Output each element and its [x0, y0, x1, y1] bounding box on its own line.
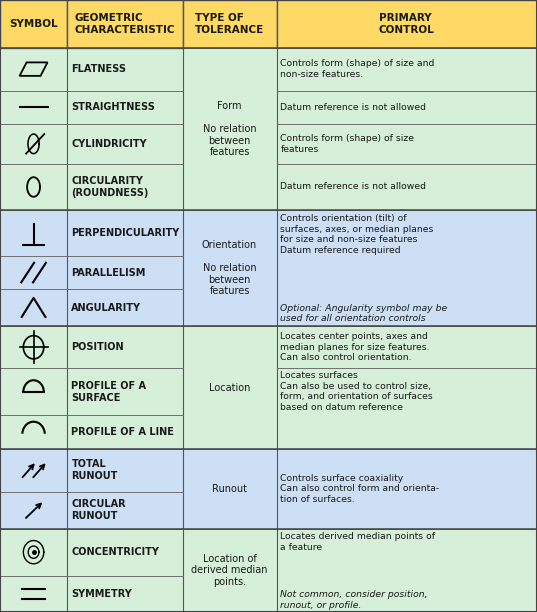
Bar [0, 368, 67, 416]
Bar [67, 48, 183, 91]
Text: ANGULARITY: ANGULARITY [71, 303, 141, 313]
Bar [67, 491, 183, 529]
Bar [0, 576, 67, 612]
Text: Location of
derived median
points.: Location of derived median points. [191, 554, 268, 587]
Text: Locates center points, axes and
median planes for size features.
Can also contro: Locates center points, axes and median p… [280, 332, 430, 362]
Text: Datum reference is not allowed: Datum reference is not allowed [280, 182, 426, 192]
Bar [0, 491, 67, 529]
Text: Controls surface coaxiality
Can also control form and orienta-
tion of surfaces.: Controls surface coaxiality Can also con… [280, 474, 440, 504]
Bar [67, 576, 183, 612]
Bar [0, 164, 67, 210]
Bar [67, 124, 183, 164]
Text: Controls form (shape) of size
features: Controls form (shape) of size features [280, 134, 415, 154]
Bar [0, 124, 67, 164]
Bar [0, 210, 67, 256]
Bar [67, 256, 183, 289]
Text: Location: Location [209, 382, 250, 392]
Text: Runout: Runout [212, 483, 247, 494]
Text: TYPE OF
TOLERANCE: TYPE OF TOLERANCE [195, 13, 264, 35]
Bar [0, 91, 67, 124]
Bar [67, 416, 183, 449]
Bar [277, 210, 537, 326]
Text: CIRCULAR
RUNOUT: CIRCULAR RUNOUT [71, 499, 126, 521]
Bar [0, 0, 67, 48]
Bar [277, 0, 537, 48]
Bar [277, 529, 537, 612]
Bar [67, 326, 183, 368]
Text: SYMBOL: SYMBOL [9, 19, 58, 29]
Text: PRIMARY
CONTROL: PRIMARY CONTROL [379, 13, 434, 35]
Bar [67, 0, 183, 48]
Text: PARALLELISM: PARALLELISM [71, 267, 146, 278]
Bar [67, 449, 183, 491]
Bar [183, 210, 277, 326]
Bar [0, 289, 67, 326]
Bar [183, 0, 277, 48]
Text: Controls form (shape) of size and
non-size features.: Controls form (shape) of size and non-si… [280, 59, 434, 79]
Bar [277, 48, 537, 91]
Text: PROFILE OF A LINE: PROFILE OF A LINE [71, 427, 175, 437]
Text: FLATNESS: FLATNESS [71, 64, 126, 74]
Bar [183, 326, 277, 449]
Text: Datum reference is not allowed: Datum reference is not allowed [280, 103, 426, 112]
Bar [67, 529, 183, 576]
Text: PROFILE OF A
SURFACE: PROFILE OF A SURFACE [71, 381, 147, 403]
Text: CYLINDRICITY: CYLINDRICITY [71, 139, 147, 149]
Bar [67, 164, 183, 210]
Bar [0, 416, 67, 449]
Text: GEOMETRIC
CHARACTERISTIC: GEOMETRIC CHARACTERISTIC [75, 13, 175, 35]
Bar [183, 48, 277, 210]
Text: STRAIGHTNESS: STRAIGHTNESS [71, 102, 155, 112]
Bar [277, 124, 537, 164]
Bar [0, 529, 67, 576]
Bar [277, 164, 537, 210]
Text: Form

No relation
between
features: Form No relation between features [203, 101, 256, 157]
Text: Locates surfaces
Can also be used to control size,
form, and orientation of surf: Locates surfaces Can also be used to con… [280, 371, 433, 411]
Bar [277, 326, 537, 368]
Bar [0, 256, 67, 289]
Bar [0, 326, 67, 368]
Text: CIRCULARITY
(ROUNDNESS): CIRCULARITY (ROUNDNESS) [71, 176, 149, 198]
Text: POSITION: POSITION [71, 342, 124, 353]
Bar [183, 449, 277, 529]
Text: TOTAL
RUNOUT: TOTAL RUNOUT [71, 460, 118, 481]
Bar [0, 48, 67, 91]
Text: PERPENDICULARITY: PERPENDICULARITY [71, 228, 180, 238]
Bar [0, 449, 67, 491]
Text: Optional: Angularity symbol may be
used for all orientation controls: Optional: Angularity symbol may be used … [280, 304, 447, 323]
Bar [277, 449, 537, 529]
Bar [67, 210, 183, 256]
Text: Not common, consider position,
runout, or profile.: Not common, consider position, runout, o… [280, 590, 428, 610]
Bar [67, 368, 183, 416]
Bar [277, 368, 537, 449]
Text: Orientation

No relation
between
features: Orientation No relation between features [202, 240, 257, 296]
Text: SYMMETRY: SYMMETRY [71, 589, 132, 599]
Text: Controls orientation (tilt) of
surfaces, axes, or median planes
for size and non: Controls orientation (tilt) of surfaces,… [280, 214, 434, 255]
Text: CONCENTRICITY: CONCENTRICITY [71, 547, 159, 557]
Bar [67, 289, 183, 326]
Bar [277, 91, 537, 124]
Bar [67, 91, 183, 124]
Bar [183, 529, 277, 612]
Text: Locates derived median points of
a feature: Locates derived median points of a featu… [280, 532, 436, 551]
